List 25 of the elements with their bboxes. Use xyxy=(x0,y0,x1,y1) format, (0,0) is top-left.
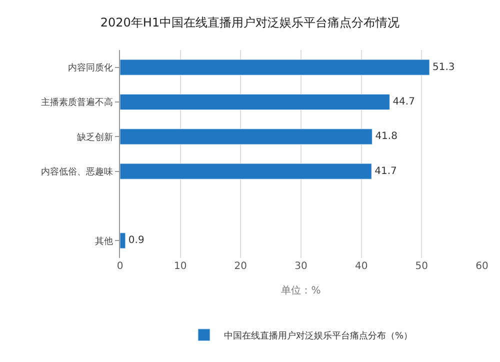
bar xyxy=(120,59,430,76)
x-tick-label: 40 xyxy=(354,261,368,272)
x-tick-label: 50 xyxy=(415,261,428,272)
legend-label: 中国在线直播用户对泛娱乐平台痛点分布（%） xyxy=(224,330,413,342)
y-tick-label: 其他 xyxy=(95,236,114,247)
bar xyxy=(120,94,390,110)
y-tick-label: 主播素质普遍不高 xyxy=(41,97,114,108)
bar xyxy=(120,232,126,249)
x-tick-label: 10 xyxy=(174,261,187,272)
bar xyxy=(120,128,372,145)
y-tick-label: 缺乏创新 xyxy=(77,132,114,143)
data-label: 44.7 xyxy=(392,96,415,108)
y-tick-label: 内容同质化 xyxy=(68,62,114,74)
data-label: 0.9 xyxy=(128,235,144,246)
data-label: 41.8 xyxy=(375,131,398,142)
data-label: 41.7 xyxy=(374,166,397,177)
x-tick-label: 20 xyxy=(234,261,248,272)
x-tick-label: 30 xyxy=(294,261,308,272)
x-tick-label: 60 xyxy=(476,261,488,272)
x-tick-label: 0 xyxy=(116,261,124,272)
data-label: 51.3 xyxy=(432,62,455,73)
bar xyxy=(120,163,372,180)
chart-title: 2020年H1中国在线直播用户对泛娱乐平台痛点分布情况 xyxy=(100,16,400,30)
y-tick-label: 内容低俗、恶趣味 xyxy=(41,166,114,178)
x-axis-title: 单位：% xyxy=(281,284,321,296)
